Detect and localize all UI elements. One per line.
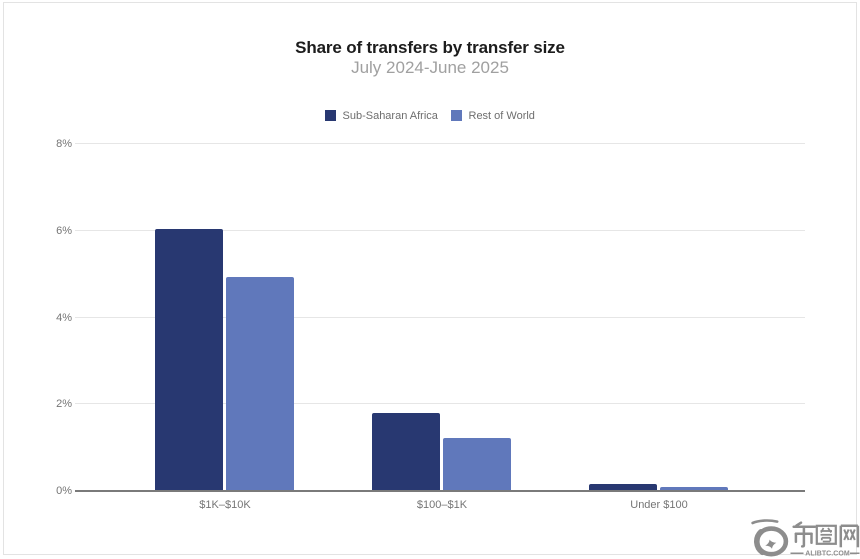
svg-text:ALIBTC.COM: ALIBTC.COM: [805, 551, 850, 558]
